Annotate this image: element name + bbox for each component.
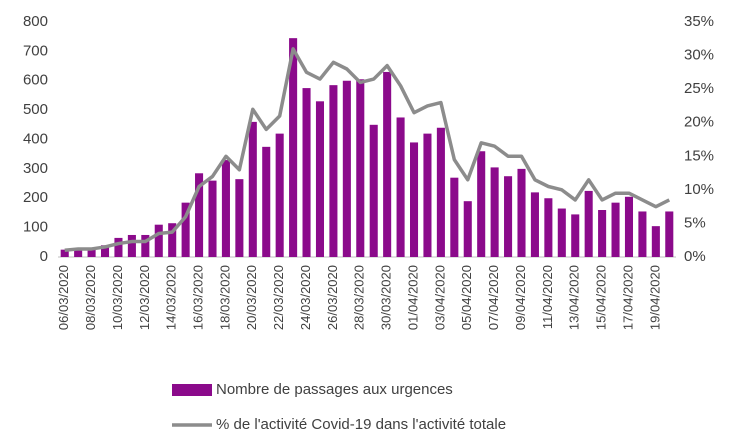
bar [168, 223, 177, 257]
x-tick-label: 24/03/2020 [298, 265, 313, 330]
x-tick-label: 16/03/2020 [191, 265, 206, 330]
bar [181, 202, 190, 257]
bar [127, 234, 136, 257]
bar [60, 249, 69, 257]
bar [490, 167, 499, 257]
bar [100, 245, 110, 257]
bar [409, 142, 419, 257]
bar [221, 160, 230, 257]
bar [369, 124, 378, 257]
bar [208, 180, 217, 257]
legend-label: Nombre de passages aux urgences [216, 381, 453, 398]
bar [141, 234, 150, 257]
y-tick-label: 200 [23, 189, 48, 206]
x-tick-label: 01/04/2020 [405, 265, 420, 330]
y-tick-label: 100 [23, 219, 48, 236]
bar [262, 146, 271, 257]
bar [557, 208, 566, 257]
x-tick-label: 22/03/2020 [271, 265, 286, 330]
bar [248, 121, 257, 257]
bar [530, 192, 539, 257]
bar [342, 80, 351, 257]
bar [517, 168, 526, 257]
x-tick-label: 18/03/2020 [217, 265, 232, 330]
x-tick-label: 30/03/2020 [379, 265, 394, 330]
bar [423, 133, 432, 257]
bar [450, 177, 459, 257]
bar [598, 210, 607, 257]
bar [329, 85, 338, 257]
y-tick-label: 400 [23, 130, 48, 147]
y-tick-label: 600 [23, 72, 48, 89]
x-tick-label: 12/03/2020 [137, 265, 152, 330]
line [64, 47, 671, 253]
bar [571, 214, 580, 257]
bar [436, 127, 445, 257]
y2-tick-label: 35% [684, 13, 714, 30]
x-tick-label: 28/03/2020 [352, 265, 367, 330]
y2-tick-label: 0% [684, 248, 706, 265]
x-tick-label: 13/04/2020 [567, 265, 582, 330]
y2-tick-label: 10% [684, 181, 714, 198]
bar [584, 190, 593, 257]
bar [477, 151, 486, 257]
x-tick-label: 20/03/2020 [244, 265, 259, 330]
x-tick-label: 17/04/2020 [620, 265, 635, 330]
x-tick-label: 11/04/2020 [540, 265, 555, 329]
bar [651, 226, 660, 257]
bar [315, 101, 325, 257]
x-tick-label: 15/04/2020 [594, 265, 609, 330]
bar [383, 71, 392, 257]
bar [114, 237, 123, 257]
x-tick-label: 19/04/2020 [647, 265, 662, 330]
bar [544, 198, 553, 257]
bar [154, 224, 163, 257]
bar [624, 196, 634, 257]
bar [396, 117, 405, 257]
y2-tick-label: 30% [684, 47, 714, 64]
x-tick-label: 26/03/2020 [325, 265, 340, 330]
bar [289, 38, 298, 257]
y2-tick-label: 15% [684, 147, 714, 164]
legend-swatch [172, 384, 212, 396]
bar [87, 248, 96, 257]
bar [275, 133, 284, 257]
y2-tick-label: 20% [684, 114, 714, 131]
x-tick-label: 03/04/2020 [432, 265, 447, 330]
bar [195, 173, 204, 257]
bar [611, 202, 620, 257]
bar [74, 248, 83, 257]
bar [638, 211, 647, 257]
x-tick-label: 09/04/2020 [513, 265, 528, 330]
bar [302, 88, 311, 257]
bar [463, 201, 472, 257]
bar [356, 79, 365, 257]
y2-tick-label: 5% [684, 214, 706, 231]
x-tick-label: 05/04/2020 [459, 265, 474, 330]
y2-tick-label: 25% [684, 80, 714, 97]
x-tick-label: 14/03/2020 [164, 265, 179, 330]
x-tick-label: 08/03/2020 [83, 265, 98, 330]
y-tick-label: 700 [23, 42, 48, 59]
y-tick-label: 500 [23, 101, 48, 118]
bar [235, 179, 244, 257]
x-tick-label: 07/04/2020 [486, 265, 501, 330]
legend-label: % de l'activité Covid-19 dans l'activité… [216, 416, 506, 433]
y-tick-label: 300 [23, 160, 48, 177]
x-tick-label: 10/03/2020 [110, 265, 125, 330]
x-tick-label: 06/03/2020 [56, 265, 71, 330]
y-tick-label: 0 [40, 248, 48, 265]
bar [665, 211, 674, 257]
bar [504, 176, 513, 257]
y-tick-label: 800 [23, 13, 48, 30]
